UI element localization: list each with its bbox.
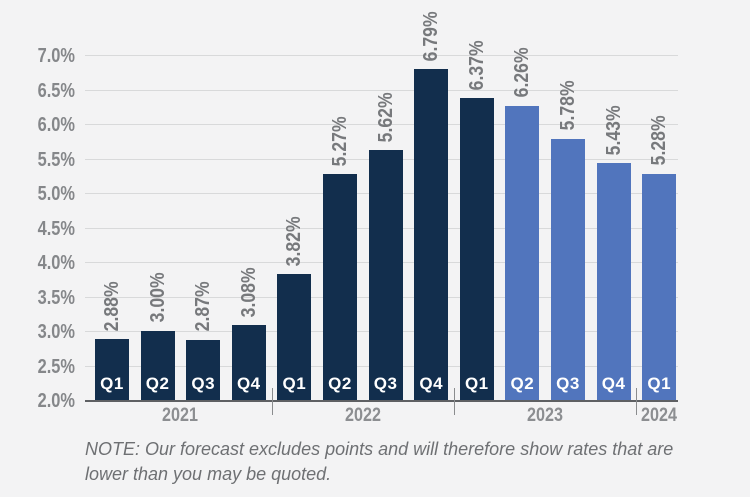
bar-value-label-wrap: 5.28%	[642, 112, 676, 169]
bar-value-label: 5.62%	[374, 91, 397, 142]
bar-quarter-label: Q1	[100, 373, 124, 393]
bar-q3-2023: Q3	[551, 139, 585, 400]
gridline	[85, 55, 678, 56]
bar-q4-2023: Q4	[596, 163, 631, 400]
bar-value-label: 6.26%	[511, 47, 534, 98]
bar-quarter-label: Q3	[556, 373, 580, 393]
y-axis-tick-label: 3.0%	[37, 321, 75, 343]
bar-value-label-wrap: 3.08%	[232, 264, 266, 321]
bar-value-label: 5.27%	[329, 116, 351, 166]
chart-note: NOTE: Our forecast excludes points and w…	[85, 439, 674, 484]
y-axis-tick-label: 5.5%	[37, 148, 75, 171]
bar-q1-2024: Q1	[642, 173, 677, 400]
bar-q2-2022: Q2	[323, 174, 357, 400]
bar-quarter-label: Q4	[601, 373, 626, 393]
bar-quarter-label: Q1	[464, 373, 489, 393]
bar-value-label-wrap: 6.79%	[414, 8, 448, 65]
bar-q1-2021: Q1	[95, 339, 129, 400]
bar-value-label-wrap: 5.78%	[551, 77, 585, 134]
bar-q2-2021: Q2	[140, 331, 175, 400]
gridline	[85, 124, 678, 125]
bar-value-label-wrap: 2.88%	[95, 278, 129, 335]
bar-value-label-wrap: 3.00%	[141, 269, 175, 326]
bar-value-label: 3.82%	[283, 216, 306, 267]
y-axis-tick-label: 2.0%	[37, 390, 75, 412]
year-label: 2023	[527, 405, 564, 426]
bar-value-label: 6.37%	[465, 40, 488, 91]
bar-quarter-label: Q3	[373, 373, 398, 393]
bar-quarter-label: Q4	[236, 373, 261, 393]
y-axis-tick-label: 6.5%	[37, 79, 75, 102]
y-axis-tick-label: 7.0%	[37, 45, 75, 67]
bar-q4-2022: Q4	[414, 69, 449, 400]
y-axis-tick-label: 3.5%	[37, 286, 75, 309]
bar-value-label-wrap: 6.26%	[505, 44, 539, 101]
x-axis-line	[85, 400, 678, 402]
y-axis-tick-label: 5.0%	[37, 183, 75, 205]
bar-value-label: 2.88%	[101, 280, 123, 331]
bar-quarter-label: Q2	[328, 373, 352, 393]
bar-quarter-label: Q1	[647, 373, 672, 393]
bar-value-label-wrap: 5.62%	[369, 89, 403, 146]
bar-q3-2021: Q3	[186, 339, 221, 400]
bar-value-label: 2.87%	[192, 281, 215, 332]
year-label: 2022	[344, 405, 381, 426]
bar-value-label-wrap: 5.27%	[323, 113, 357, 170]
year-separator	[454, 388, 455, 415]
bar-q4-2021: Q4	[231, 325, 266, 400]
year-label: 2024	[641, 405, 678, 426]
bar-quarter-label: Q1	[282, 373, 307, 393]
y-axis-tick-label: 2.5%	[37, 355, 75, 378]
bar-value-label: 5.43%	[602, 105, 625, 155]
bar-q1-2023: Q1	[459, 98, 494, 400]
gridline	[85, 89, 678, 91]
year-label: 2021	[162, 405, 199, 426]
bar-quarter-label: Q4	[419, 373, 444, 393]
year-separator	[636, 388, 638, 415]
bar-value-label-wrap: 3.82%	[277, 213, 311, 270]
bar-value-label: 5.78%	[557, 80, 579, 131]
bar-quarter-label: Q3	[191, 373, 216, 393]
bar-value-label: 5.28%	[648, 115, 671, 166]
bar-q1-2022: Q1	[277, 274, 312, 400]
bar-quarter-label: Q2	[145, 374, 170, 393]
bar-value-label: 6.79%	[420, 11, 443, 62]
y-axis-tick-label: 6.0%	[37, 114, 75, 136]
y-axis-tick-label: 4.5%	[37, 217, 75, 240]
bar-value-label-wrap: 6.37%	[460, 37, 494, 94]
bar-value-label-wrap: 2.87%	[186, 278, 220, 335]
bar-quarter-label: Q2	[510, 373, 535, 393]
bar-value-label: 3.00%	[146, 272, 169, 323]
bar-q3-2022: Q3	[368, 150, 403, 400]
bar-q2-2023: Q2	[505, 106, 540, 400]
y-axis-tick-label: 4.0%	[37, 252, 75, 274]
bar-value-label-wrap: 5.43%	[597, 102, 631, 159]
year-separator	[271, 388, 273, 415]
bar-value-label: 3.08%	[237, 267, 260, 318]
